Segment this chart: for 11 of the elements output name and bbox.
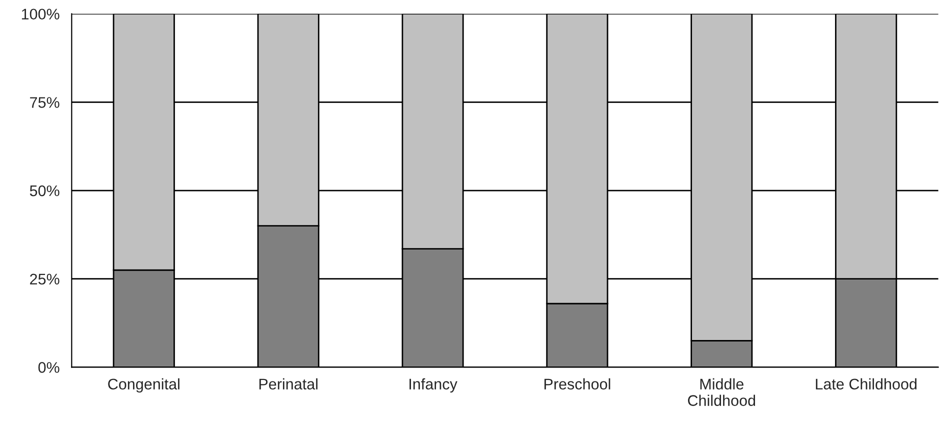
y-tick-label: 75% — [30, 97, 60, 108]
y-tick-label: 50% — [30, 185, 60, 196]
x-tick-label: Congenital — [108, 378, 180, 393]
y-tick-label: 0% — [38, 362, 60, 373]
x-tick-label: Middle Childhood — [688, 378, 756, 406]
x-tick-label: Preschool — [544, 378, 610, 390]
x-tick-label: Infancy — [410, 378, 458, 393]
y-tick-label: 25% — [30, 274, 60, 285]
x-tick-label: Perinatal — [259, 378, 318, 390]
y-tick-label: 100% — [22, 8, 60, 20]
x-tick-label: Late Childhood — [816, 378, 916, 390]
